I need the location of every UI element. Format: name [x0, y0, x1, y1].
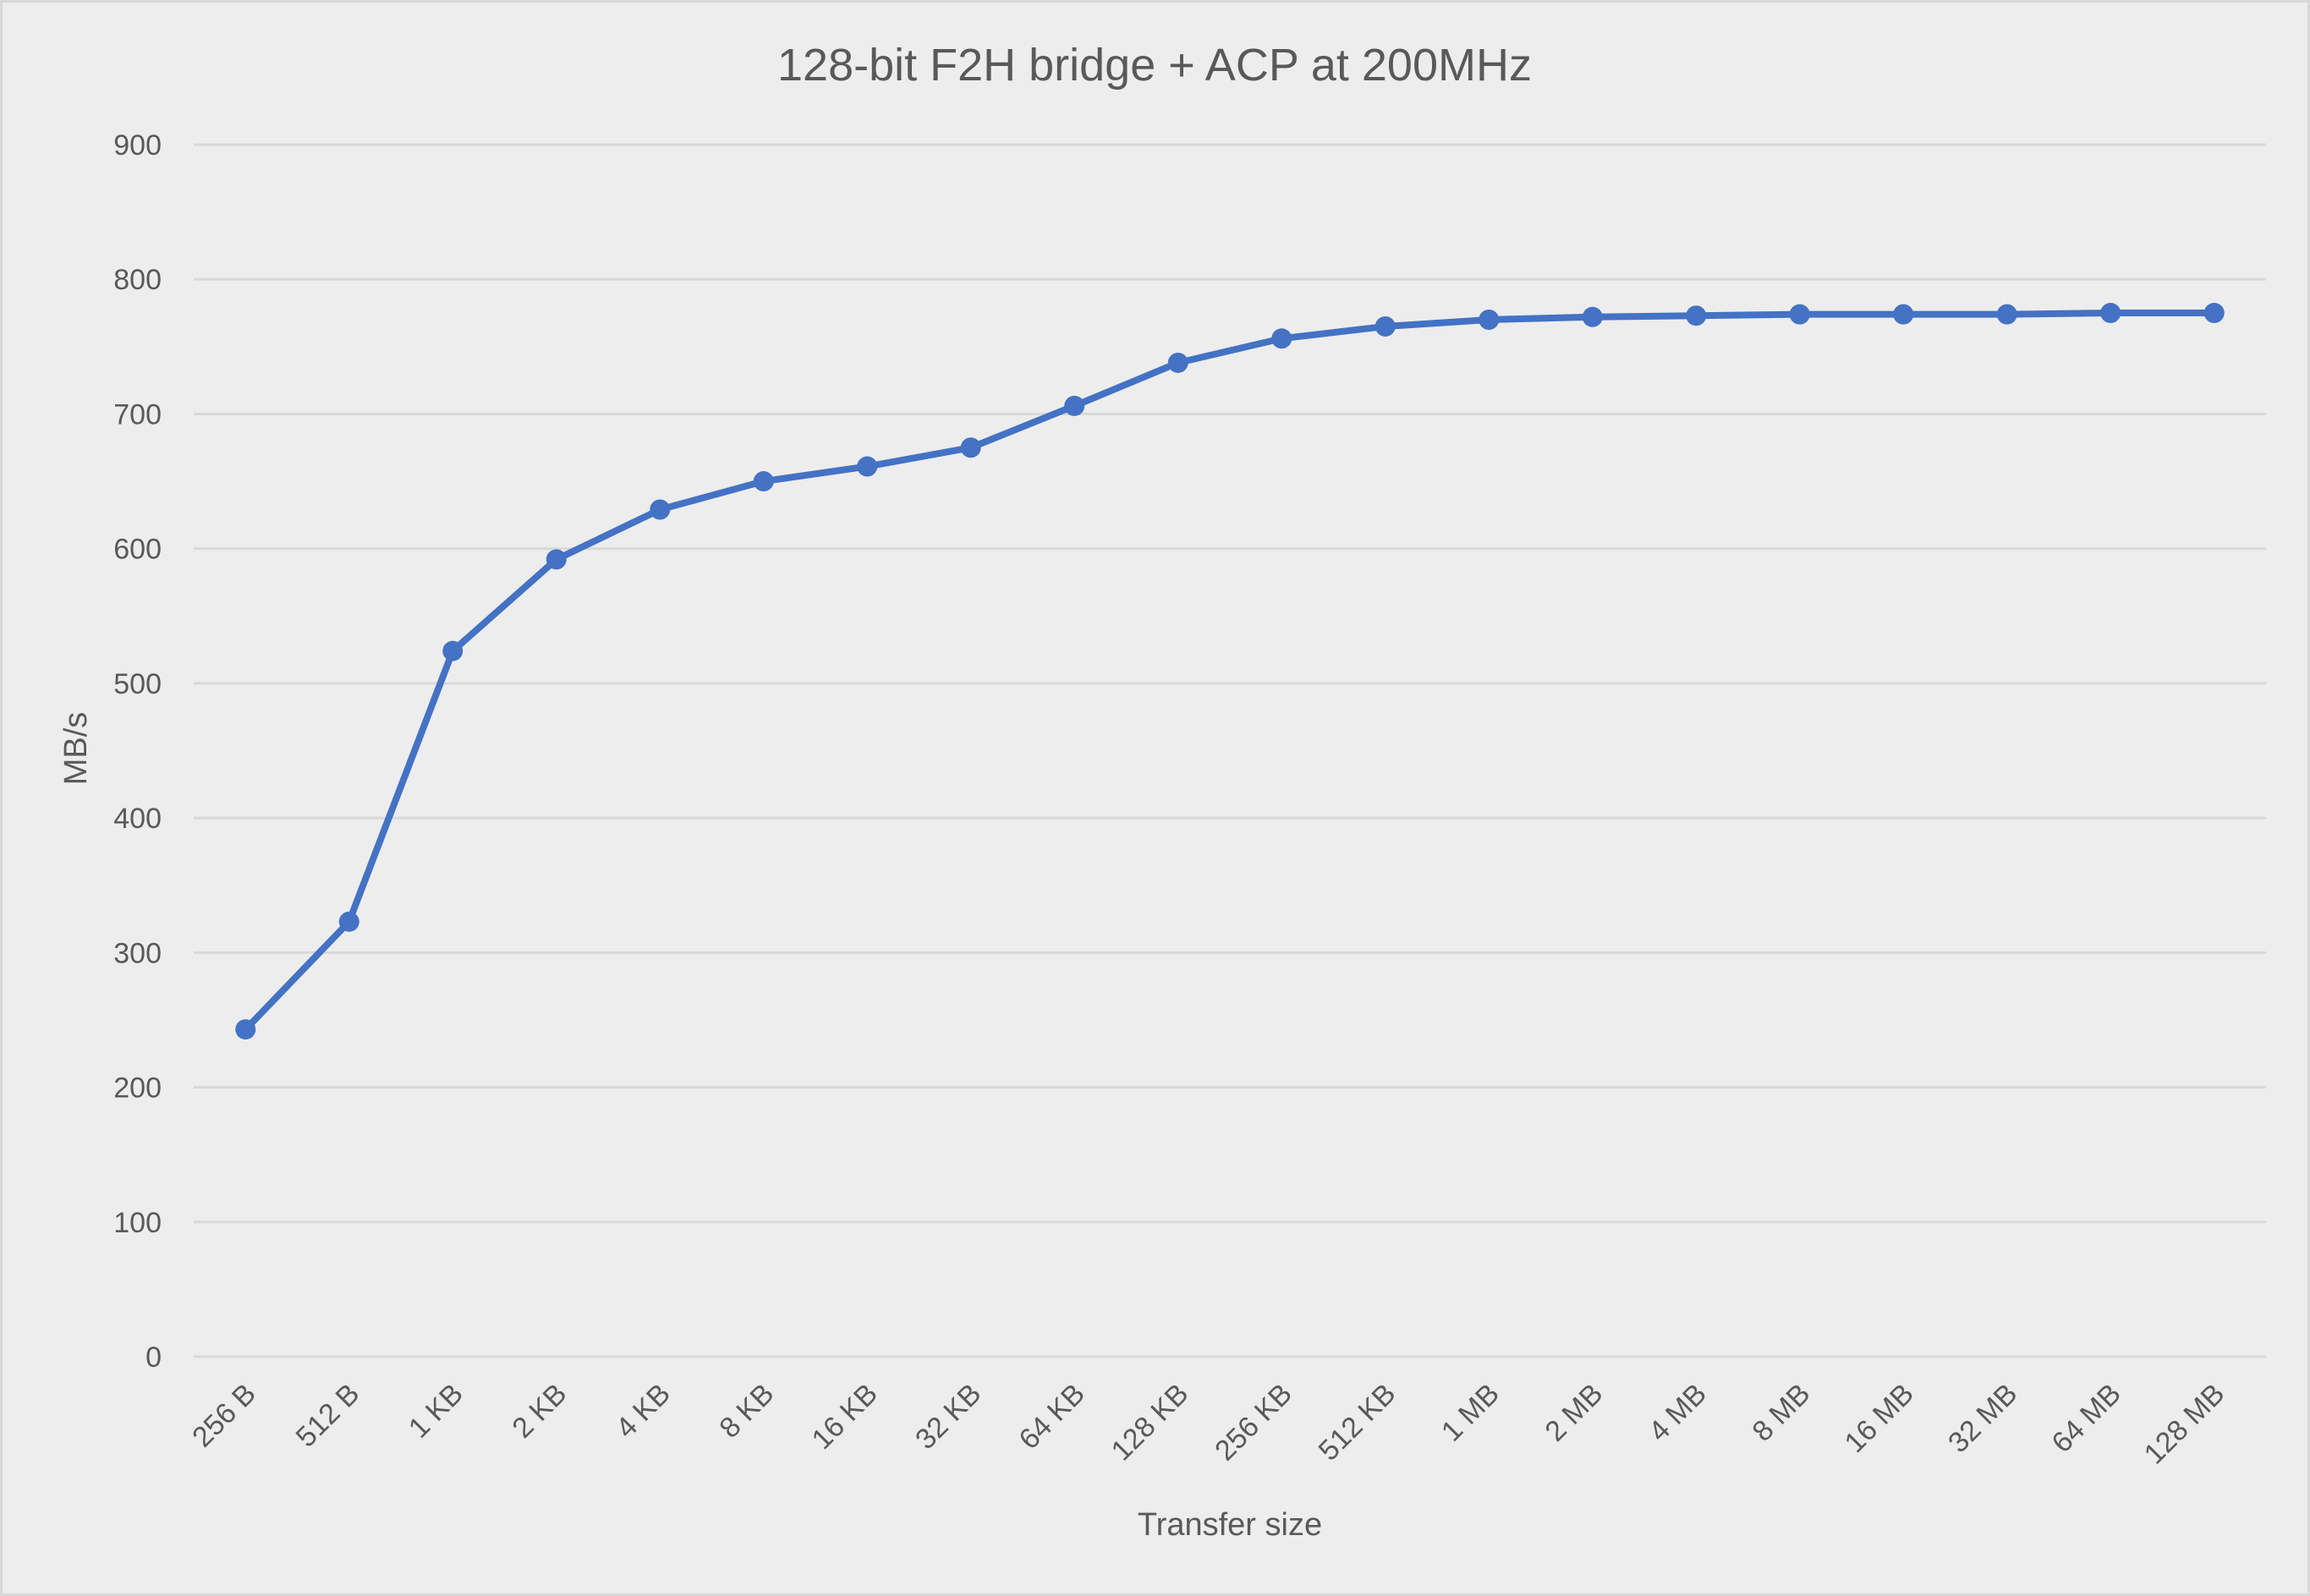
- data-series: [235, 303, 2225, 1040]
- y-tick-label: 0: [145, 1341, 162, 1374]
- x-tick-label: 2 MB: [1539, 1378, 1609, 1448]
- x-tick-label: 8 MB: [1746, 1378, 1816, 1448]
- x-tick-label: 512 KB: [1313, 1378, 1402, 1467]
- x-tick-label: 1 KB: [403, 1378, 469, 1445]
- data-point-marker: [1582, 306, 1603, 327]
- data-point-marker: [1686, 305, 1707, 326]
- series-line: [242, 310, 2218, 1034]
- data-point-marker: [338, 911, 359, 932]
- y-tick-label: 900: [113, 129, 162, 162]
- x-tick-label: 4 MB: [1643, 1378, 1713, 1448]
- x-tick-label: 16 KB: [806, 1378, 884, 1456]
- y-tick-label: 200: [113, 1072, 162, 1105]
- x-tick-label: 128 MB: [2138, 1378, 2231, 1471]
- data-point-marker: [546, 549, 567, 570]
- data-point-marker: [1479, 309, 1500, 330]
- data-point-marker: [1893, 304, 1914, 325]
- x-tick-label: 16 MB: [1839, 1378, 1920, 1459]
- data-point-marker: [1271, 328, 1292, 349]
- x-tick-label: 32 KB: [909, 1378, 987, 1456]
- y-tick-label: 700: [113, 398, 162, 431]
- data-point-marker: [1996, 304, 2017, 325]
- y-tick-label: 500: [113, 668, 162, 700]
- x-tick-label: 128 KB: [1106, 1378, 1195, 1467]
- data-point-marker: [1167, 352, 1188, 373]
- x-axis-ticks: 256 B 512 B 1 KB 2 KB 4 KB 8 KB 16 KB 32 KB 64 K…: [186, 1378, 2230, 1471]
- x-tick-label: 1 MB: [1435, 1378, 1506, 1448]
- chart-title: 128-bit F2H bridge + ACP at 200MHz: [777, 40, 1532, 90]
- data-point-marker: [2100, 303, 2121, 324]
- data-point-marker: [1064, 395, 1085, 416]
- data-point-marker: [2203, 303, 2225, 324]
- data-point-marker: [442, 640, 464, 661]
- data-point-marker: [857, 456, 878, 477]
- y-tick-label: 800: [113, 264, 162, 296]
- x-axis-title: Transfer size: [1138, 1507, 1322, 1543]
- data-point-marker: [753, 471, 774, 492]
- y-axis-title: MB/s: [58, 712, 94, 786]
- data-point-marker: [235, 1019, 256, 1040]
- x-tick-label: 256 B: [186, 1378, 262, 1454]
- y-axis-ticks: 0 100 200 300 400 500 600 700 800 900: [113, 129, 162, 1374]
- y-tick-label: 400: [113, 803, 162, 835]
- x-tick-label: 2 KB: [506, 1378, 573, 1445]
- gridlines: [194, 143, 2266, 1358]
- data-point-marker: [1789, 304, 1810, 325]
- x-tick-label: 4 KB: [610, 1378, 677, 1445]
- x-tick-label: 64 MB: [2046, 1378, 2127, 1459]
- x-tick-label: 256 KB: [1209, 1378, 1298, 1467]
- y-tick-label: 600: [113, 534, 162, 566]
- x-tick-label: 64 KB: [1013, 1378, 1091, 1456]
- data-point-marker: [960, 437, 981, 458]
- x-tick-label: 8 KB: [713, 1378, 780, 1445]
- y-tick-label: 300: [113, 937, 162, 969]
- x-tick-label: 32 MB: [1942, 1378, 2023, 1459]
- data-point-marker: [1374, 315, 1396, 337]
- y-tick-label: 100: [113, 1207, 162, 1239]
- x-tick-label: 512 B: [290, 1378, 366, 1454]
- data-point-marker: [650, 499, 671, 520]
